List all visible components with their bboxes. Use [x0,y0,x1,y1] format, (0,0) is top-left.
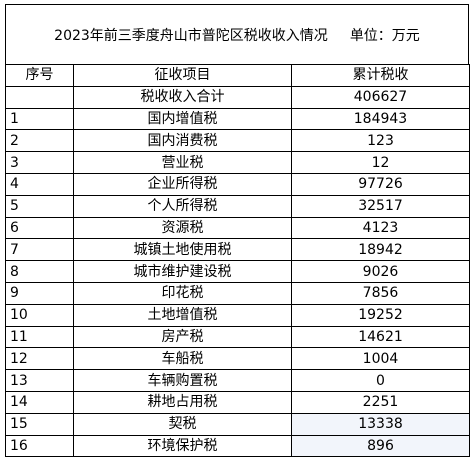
row-index: 4 [5,172,74,196]
table-row: 3 营业税 12 [5,151,470,174]
row-value: 7856 [291,281,470,305]
row-value: 9026 [291,260,470,283]
table-row: 6 资源税 4123 [5,216,470,240]
row-index: 1 [5,107,74,131]
row-item: 车辆购置税 [73,369,292,392]
row-index: 9 [5,281,74,305]
row-index: 6 [5,216,74,240]
total-index [5,85,74,109]
table-row: 15 契税 13338 [5,412,470,436]
table-row: 1 国内增值税 184943 [5,107,470,131]
row-item: 营业税 [73,151,292,174]
row-index: 11 [5,325,74,349]
row-index: 14 [5,390,74,414]
row-item: 国内消费税 [73,129,292,153]
row-value: 4123 [291,216,470,240]
table-row: 14 耕地占用税 2251 [5,390,470,414]
total-row: 税收收入合计 406627 [5,85,470,109]
row-value: 18942 [291,238,470,262]
table-row: 8 城市维护建设税 9026 [5,260,470,283]
tax-revenue-table: 序号 征收项目 累计税收 税收收入合计 406627 1 国内增值税 184943 2… [5,64,470,457]
row-item: 城市维护建设税 [73,260,292,283]
header-index: 序号 [5,64,74,87]
header-item: 征收项目 [73,64,292,87]
row-item: 印花税 [73,281,292,305]
table-row: 16 环境保护税 896 [5,434,470,457]
row-value: 1004 [291,347,470,371]
row-index: 5 [5,194,74,218]
table-title: 2023年前三季度舟山市普陀区税收收入情况 单位：万元 [5,4,469,64]
row-index: 12 [5,347,74,371]
row-value: 97726 [291,172,470,196]
row-item: 车船税 [73,347,292,371]
row-index: 8 [5,260,74,283]
total-value: 406627 [291,85,470,109]
table-row: 10 土地增值税 19252 [5,303,470,327]
row-index: 7 [5,238,74,262]
row-value: 12 [291,151,470,174]
table-row: 5 个人所得税 32517 [5,194,470,218]
row-value: 2251 [291,390,470,414]
row-value: 896 [291,434,470,457]
row-value: 123 [291,129,470,153]
table-row: 7 城镇土地使用税 18942 [5,238,470,262]
row-item: 资源税 [73,216,292,240]
row-item: 房产税 [73,325,292,349]
row-index: 10 [5,303,74,327]
table-row: 11 房产税 14621 [5,325,470,349]
table-row: 13 车辆购置税 0 [5,369,470,392]
header-value: 累计税收 [291,64,470,87]
table-row: 2 国内消费税 123 [5,129,470,153]
row-item: 国内增值税 [73,107,292,131]
row-value: 32517 [291,194,470,218]
row-value: 13338 [291,412,470,436]
row-item: 城镇土地使用税 [73,238,292,262]
row-item: 契税 [73,412,292,436]
row-value: 0 [291,369,470,392]
row-value: 184943 [291,107,470,131]
total-item: 税收收入合计 [73,85,292,109]
table-title-text: 2023年前三季度舟山市普陀区税收收入情况 [54,27,328,44]
row-index: 13 [5,369,74,392]
row-item: 耕地占用税 [73,390,292,414]
row-item: 企业所得税 [73,172,292,196]
row-item: 个人所得税 [73,194,292,218]
table-row: 4 企业所得税 97726 [5,172,470,196]
row-value: 19252 [291,303,470,327]
row-index: 15 [5,412,74,436]
header-row: 序号 征收项目 累计税收 [5,64,470,87]
table-row: 9 印花税 7856 [5,281,470,305]
table-row: 12 车船税 1004 [5,347,470,371]
row-value: 14621 [291,325,470,349]
row-index: 2 [5,129,74,153]
unit-label: 单位：万元 [349,27,420,44]
row-item: 土地增值税 [73,303,292,327]
row-index: 3 [5,151,74,174]
